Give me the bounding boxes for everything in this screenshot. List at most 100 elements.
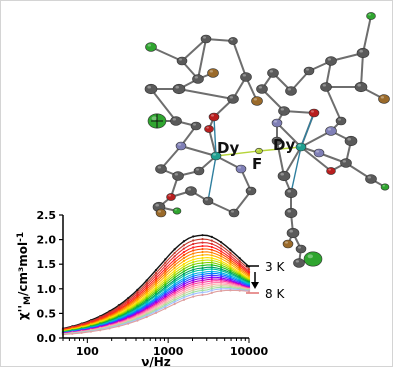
series-point [201,253,204,257]
series-point [220,278,223,281]
series-point [145,281,148,285]
series-point [192,287,195,290]
series-point [210,289,213,292]
atom-highlight [230,38,233,41]
series-point [210,266,213,269]
series-point [173,280,176,283]
series-point [154,268,158,272]
series-point [164,291,167,294]
series-point [210,283,213,286]
series-point [173,302,176,306]
atom-highlight [307,254,313,259]
series-point [182,256,185,260]
series-point [164,299,167,302]
series-point [210,239,213,242]
atom-carbon [190,121,202,131]
x-axis-label: ν/Hz [141,355,171,368]
series-point [238,264,241,267]
series-point [201,277,204,280]
y-axis-label: χ''M/cm³mol-1 [16,232,33,320]
series-point [182,262,185,266]
series-point [145,288,148,291]
series-point [173,274,176,277]
coordination-bond [215,150,260,157]
series-point [229,268,232,271]
series-point [154,281,158,284]
x-tick-label: 1000 [153,345,184,358]
series-point [192,242,195,246]
atom-highlight [295,260,299,263]
series-point [247,290,251,293]
atom-carbon [170,116,182,126]
series-point [210,263,213,267]
series-point [220,289,223,292]
series-point [220,250,223,253]
atom-highlight [327,128,331,131]
atom-carbon [293,258,305,268]
series-point [210,276,213,279]
series-point [201,250,204,254]
series-point [173,276,176,279]
atom-oxygen [208,112,220,122]
coordination-bond [290,146,302,194]
atom-carbon [155,164,167,174]
atom-carbon [356,47,370,59]
series-point [164,285,167,289]
series-point [229,256,232,259]
series-point [229,266,232,269]
series-point [210,245,213,249]
atom-highlight [229,96,234,99]
series-point [182,274,185,277]
series-point [164,296,167,299]
series-point [164,272,167,275]
series-point [173,286,176,289]
series-point [229,265,232,268]
series-point [210,285,213,288]
series-point [210,277,213,281]
series-point [229,248,232,251]
series-point [220,244,223,247]
atom-highlight [342,160,346,163]
atom-carbon [202,196,214,206]
series-point [182,298,185,301]
series-point [229,254,232,257]
atom-oxygen [204,125,214,133]
y-axis-label-unit: /cm³mol [16,242,30,296]
molecule-bond [233,190,252,214]
atom-bromine [251,96,263,106]
y-ticks: 0.0 0.5 1.0 1.5 2.0 2.5 [37,209,63,345]
atom-highlight [213,153,216,156]
series-point [220,267,223,271]
series-point [182,272,185,275]
series-point [173,261,176,264]
atom-highlight [327,58,331,61]
series-point [229,289,232,292]
atom-highlight [298,246,301,249]
series-point [182,267,185,271]
series-point [201,271,204,274]
series-point [164,279,167,282]
atom-highlight [285,241,288,244]
y-tick-label: 0.0 [37,332,57,345]
series-point [164,307,167,310]
atom-highlight [238,166,241,169]
atom-highlight [155,203,159,207]
series-point [220,276,223,279]
atom-chlorine [366,12,376,20]
series-point [220,271,223,274]
atom-highlight [280,172,285,176]
series-point [238,262,241,265]
series-point [229,270,232,273]
molecule-bond [276,122,302,148]
series-point [182,259,185,263]
series-point [80,331,83,334]
series-point [154,285,158,289]
series-point [192,266,195,269]
atom-highlight [316,150,319,153]
series-point [192,258,195,261]
series-point [182,284,185,288]
series-point [182,283,185,286]
atom-carbon [320,82,332,92]
series-point [210,242,213,246]
